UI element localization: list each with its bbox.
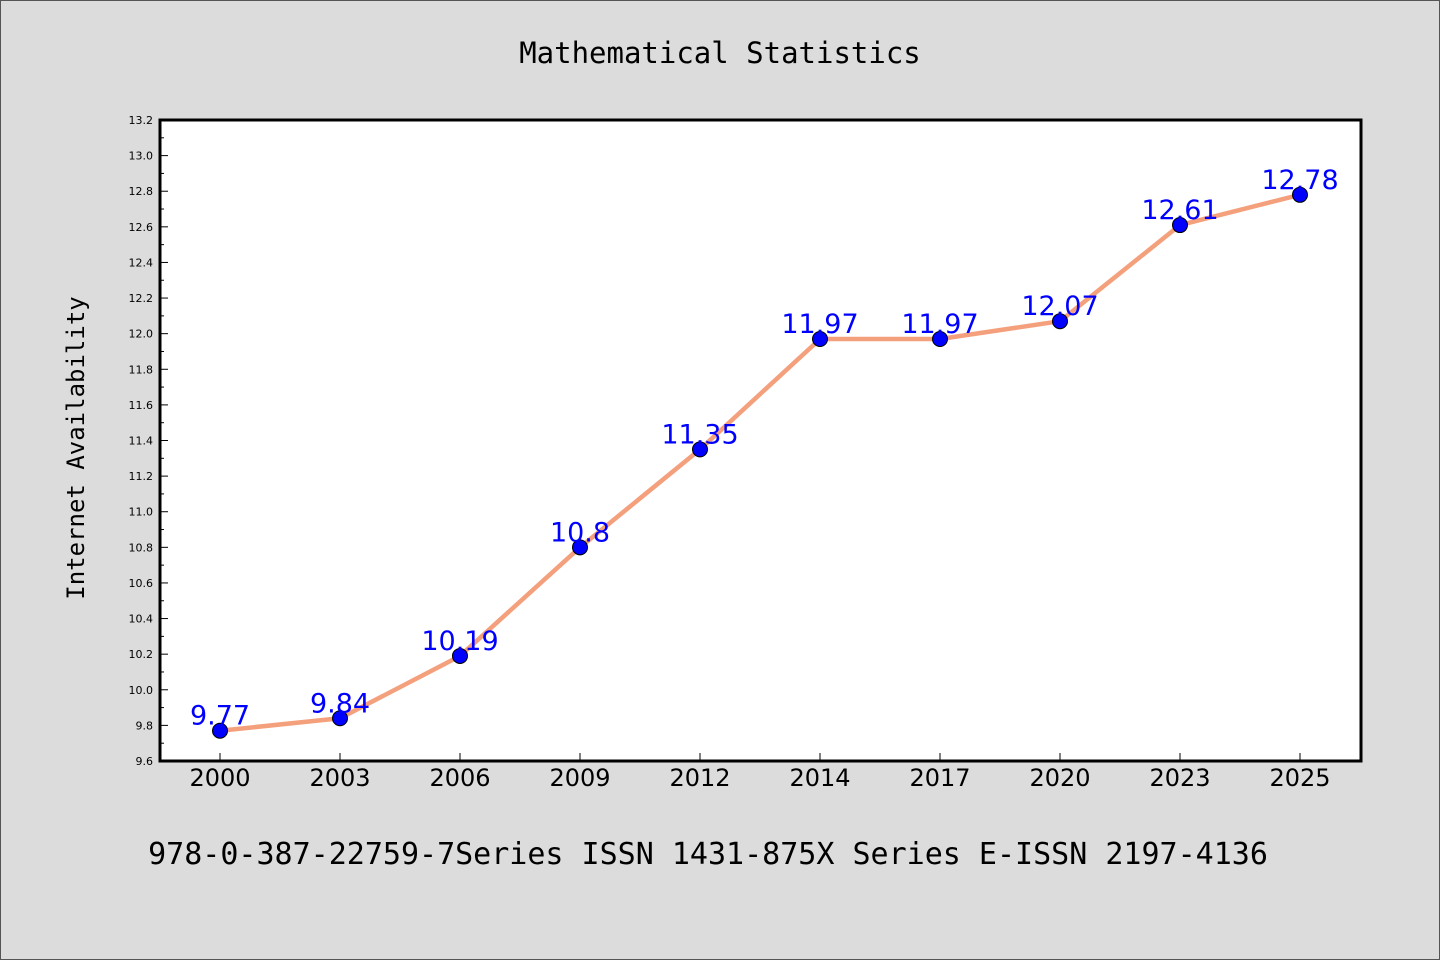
y-tick-label: 11.0 [129,506,154,519]
y-tick-label: 12.8 [129,185,154,198]
y-tick-label: 10.6 [129,577,154,590]
y-tick-label: 11.2 [129,470,154,483]
y-tick-label: 13.0 [129,150,154,163]
data-point [212,722,228,739]
data-label: 12.07 [1021,291,1098,322]
data-label: 10.19 [421,626,498,657]
data-point [572,539,588,556]
series-layer [212,186,1308,739]
y-tick-label: 9.8 [136,719,154,732]
y-tick-label: 12.2 [129,292,154,305]
y-tick-label: 12.0 [129,328,154,341]
x-tick-label: 2014 [789,764,850,792]
data-label: 12.78 [1261,165,1338,196]
data-point [452,647,468,664]
y-tick-label: 9.6 [136,755,154,768]
x-tick-label: 2017 [909,764,970,792]
data-label: 12.61 [1141,195,1218,226]
x-tick-label: 2023 [1149,764,1210,792]
y-tick-label: 11.4 [129,435,154,448]
y-tick-label: 13.2 [129,114,154,127]
chart-title: Mathematical Statistics [519,36,921,70]
data-label: 10.8 [550,517,610,548]
y-axis-label: Internet Availability [62,296,90,599]
data-point [1052,313,1068,330]
x-axis-ticks: 2000 2003 2006 2009 2012 2014 2017 2020 2023 2025 [189,753,1331,792]
data-point [812,331,828,348]
data-point [932,331,948,348]
y-tick-label: 10.4 [129,613,154,626]
data-point [692,441,708,458]
y-tick-label: 12.4 [129,256,154,269]
footer-isbn-issn-text: 978-0-387-22759-7Series ISSN 1431-875X S… [148,837,1268,872]
data-point [332,710,348,727]
y-tick-label: 11.8 [129,363,154,376]
plot-area [160,120,1361,761]
data-label: 11.35 [661,419,738,450]
x-tick-label: 2025 [1269,764,1330,792]
y-tick-label: 10.8 [129,541,154,554]
data-label: 11.97 [901,309,978,340]
y-tick-label: 11.6 [129,399,154,412]
x-tick-label: 2003 [309,764,370,792]
x-tick-label: 2000 [189,764,250,792]
x-tick-label: 2012 [669,764,730,792]
data-label: 11.97 [781,309,858,340]
y-tick-label: 10.2 [129,648,154,661]
series-line [217,192,1303,733]
data-point [1172,217,1188,234]
data-label: 9.84 [310,688,370,719]
y-tick-label: 12.6 [129,221,154,234]
x-tick-label: 2020 [1029,764,1090,792]
y-tick-label: 10.0 [129,684,154,697]
data-label: 9.77 [190,701,250,732]
data-point [1292,186,1308,203]
data-labels: 9.77 9.84 10.19 10.8 11.35 11.97 11.97 12.07 12.… [190,165,1339,732]
x-tick-label: 2009 [549,764,610,792]
x-tick-label: 2006 [429,764,490,792]
plot-border [158,118,1363,763]
